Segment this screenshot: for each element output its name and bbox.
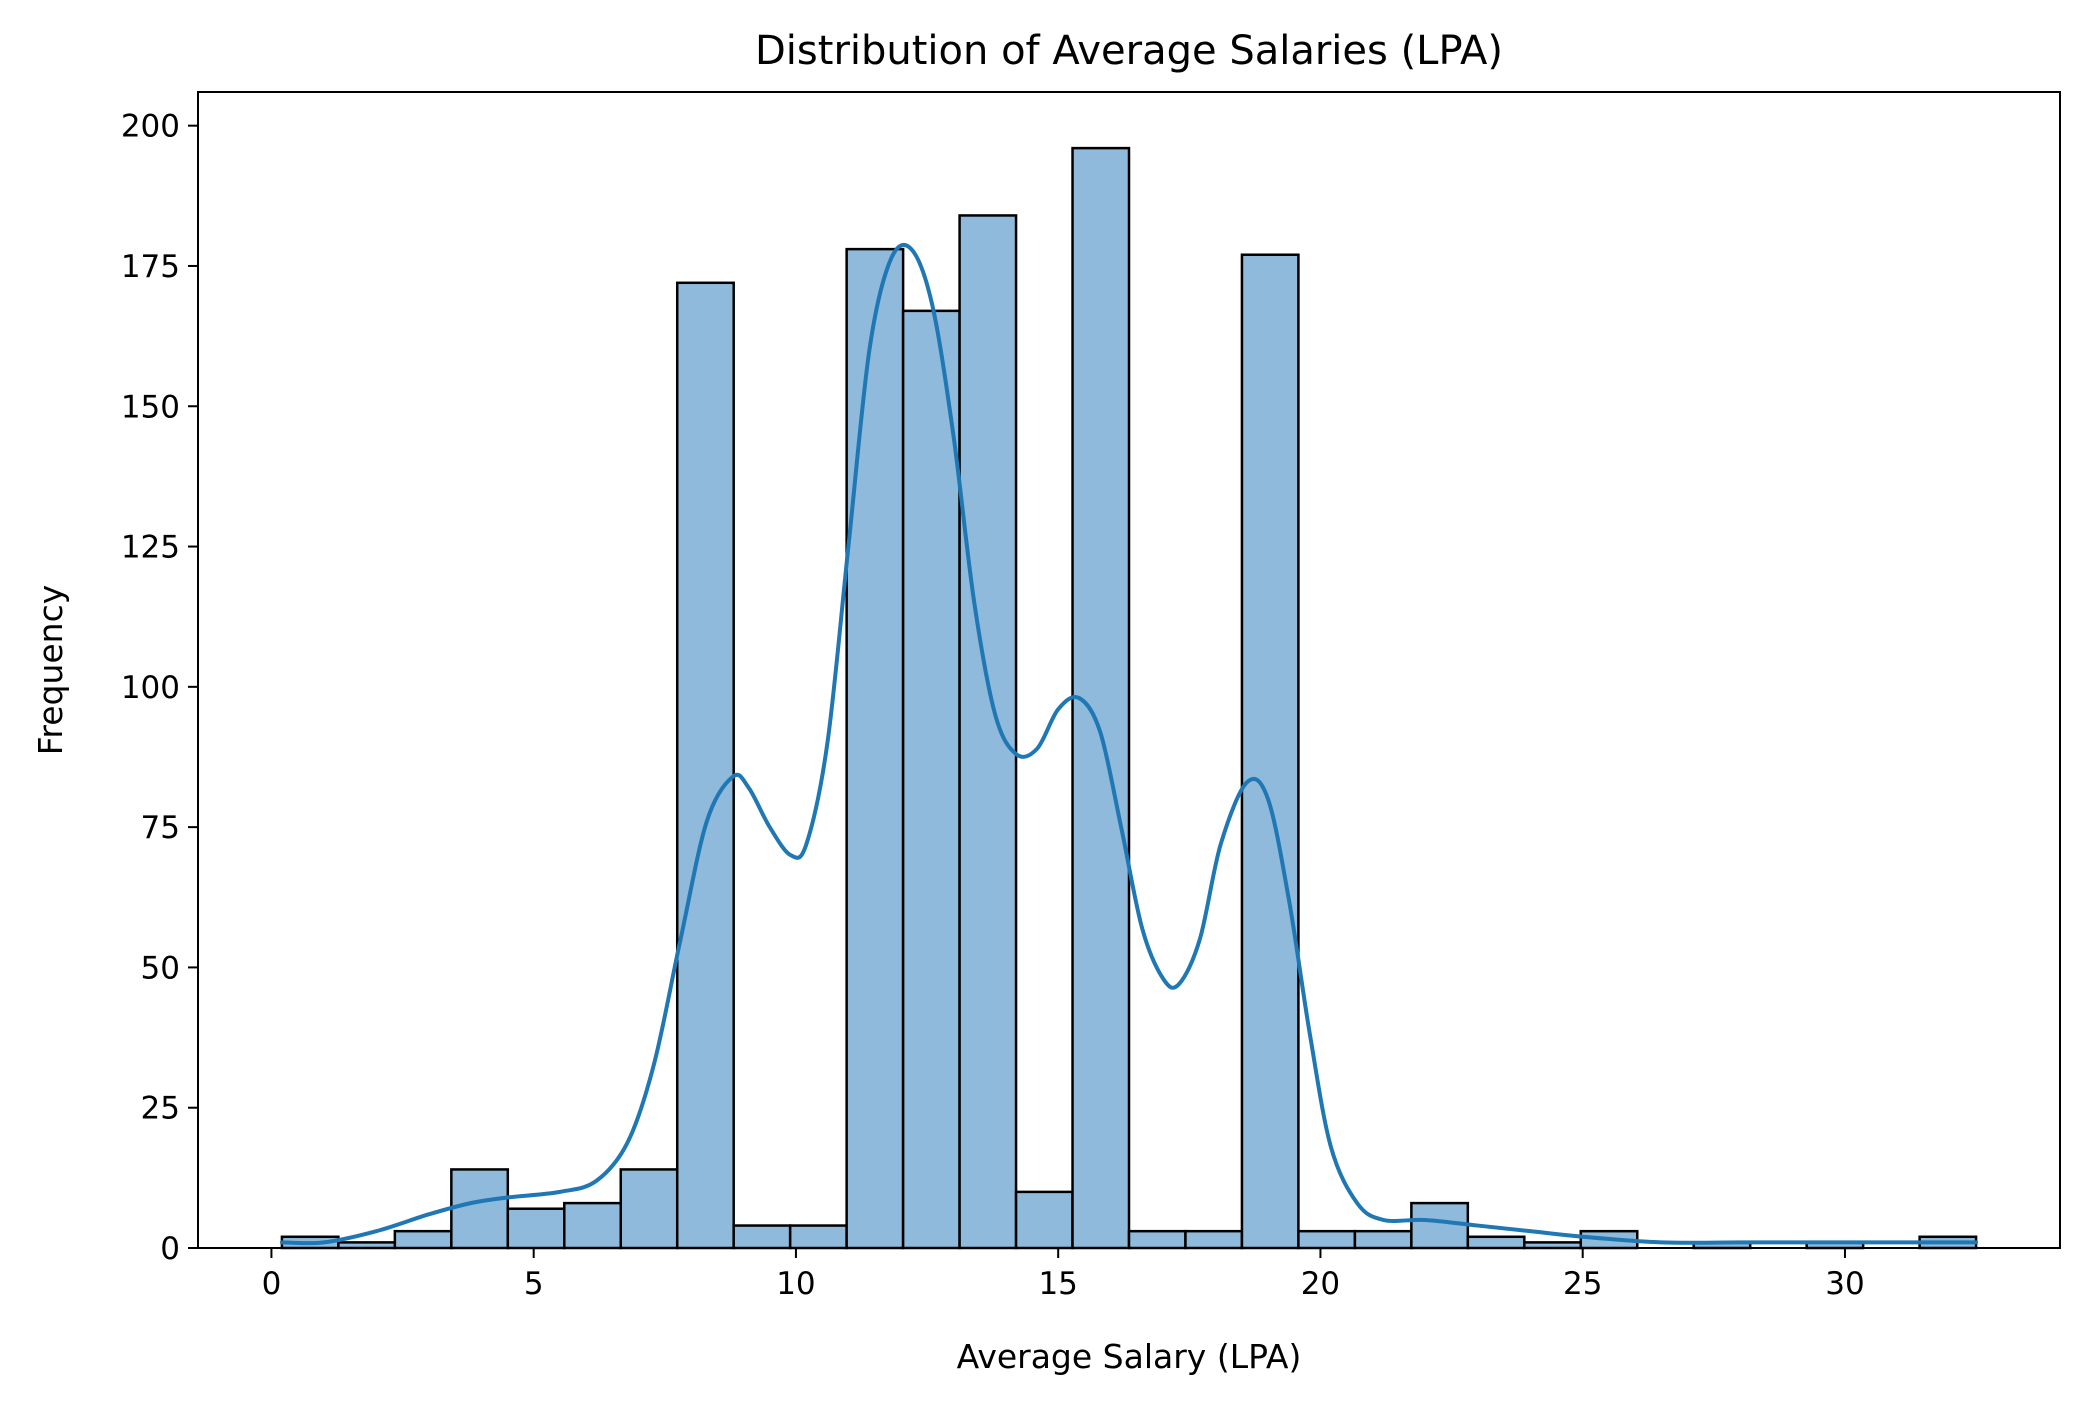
histogram-bar xyxy=(563,1201,623,1250)
histogram-bar xyxy=(845,247,905,1250)
y-tick-label: 50 xyxy=(141,950,180,986)
histogram-bar xyxy=(1127,1229,1187,1250)
y-tick-label: 0 xyxy=(160,1231,180,1267)
kde-layer xyxy=(279,242,1979,1246)
x-axis-ticks: 0 5 10 15 20 25 30 xyxy=(262,1248,1865,1302)
bars-layer xyxy=(280,146,1978,1250)
y-axis-label: Frequency xyxy=(31,585,70,755)
y-tick-label: 75 xyxy=(141,810,180,846)
y-tick-label: 200 xyxy=(121,109,180,145)
x-tick-label: 15 xyxy=(1038,1266,1077,1302)
y-tick-label: 100 xyxy=(121,670,180,706)
histogram-bar xyxy=(450,1168,510,1250)
histogram-bar xyxy=(901,309,961,1250)
histogram-bar xyxy=(393,1229,453,1250)
histogram-bar xyxy=(958,214,1018,1250)
x-tick-label: 5 xyxy=(524,1266,544,1302)
histogram-bar xyxy=(1410,1201,1470,1250)
y-tick-label: 125 xyxy=(121,530,180,566)
histogram-bar xyxy=(1466,1235,1526,1250)
histogram-bar xyxy=(788,1224,848,1250)
y-axis-ticks: 0 25 50 75 100 125 150 175 200 xyxy=(121,109,198,1267)
histogram-bar xyxy=(1353,1229,1413,1250)
histogram-bar xyxy=(1014,1190,1074,1250)
x-tick-label: 0 xyxy=(262,1266,282,1302)
histogram-bar xyxy=(506,1207,566,1250)
x-tick-label: 10 xyxy=(776,1266,815,1302)
y-tick-label: 175 xyxy=(121,249,180,285)
histogram-bar xyxy=(1184,1229,1244,1250)
histogram-bar xyxy=(619,1168,679,1250)
histogram-bar xyxy=(1297,1229,1357,1250)
x-tick-label: 30 xyxy=(1825,1266,1864,1302)
chart-title: Distribution of Average Salaries (LPA) xyxy=(755,28,1503,74)
y-tick-label: 25 xyxy=(141,1091,180,1127)
kde-curve xyxy=(279,242,1979,1246)
histogram-bar xyxy=(732,1224,792,1250)
histogram-bar xyxy=(1240,253,1300,1250)
x-tick-label: 20 xyxy=(1301,1266,1340,1302)
x-axis-label: Average Salary (LPA) xyxy=(957,1337,1302,1376)
plot-area-frame xyxy=(197,91,2061,1249)
y-tick-label: 150 xyxy=(121,389,180,425)
x-tick-label: 25 xyxy=(1563,1266,1602,1302)
histogram-bar xyxy=(675,281,735,1250)
